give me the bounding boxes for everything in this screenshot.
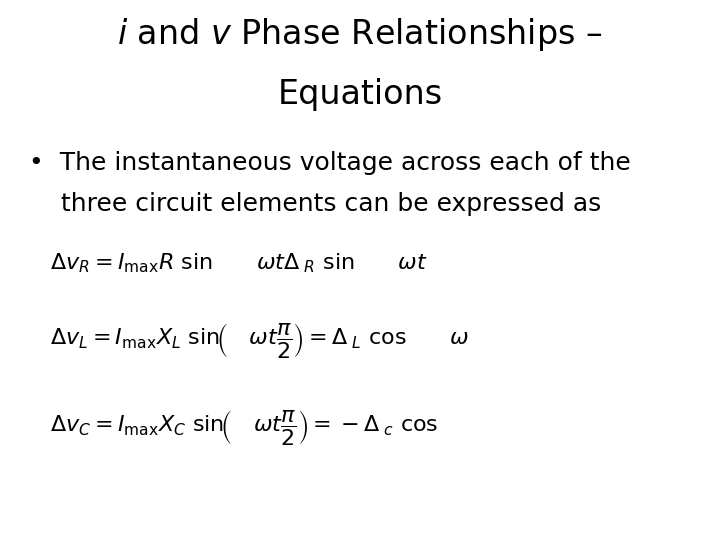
- Text: $\Delta v_C = I_{\mathrm{max}} X_C\ \mathrm{sin}\!\left(\quad\omega t\dfrac{\pi}: $\Delta v_C = I_{\mathrm{max}} X_C\ \mat…: [50, 408, 438, 447]
- Text: $\Delta v_L = I_{\mathrm{max}} X_L\ \mathrm{sin}\!\left(\quad\omega t\dfrac{\pi}: $\Delta v_L = I_{\mathrm{max}} X_L\ \mat…: [50, 321, 469, 360]
- Text: $\Delta v_R = I_{\mathrm{max}} R\ \mathrm{sin}\qquad\omega t\Delta_{\ R}\ \mathr: $\Delta v_R = I_{\mathrm{max}} R\ \mathr…: [50, 251, 428, 275]
- Text: $i$ and $v$ Phase Relationships –: $i$ and $v$ Phase Relationships –: [117, 16, 603, 53]
- Text: Equations: Equations: [277, 78, 443, 111]
- Text: •  The instantaneous voltage across each of the: • The instantaneous voltage across each …: [29, 151, 631, 175]
- Text: three circuit elements can be expressed as: three circuit elements can be expressed …: [29, 192, 601, 215]
